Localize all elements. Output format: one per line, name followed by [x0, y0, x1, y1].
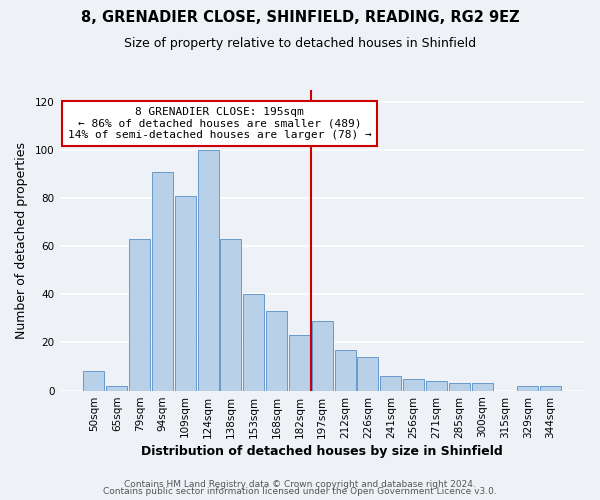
- Bar: [335, 350, 356, 391]
- Bar: [83, 372, 104, 390]
- X-axis label: Distribution of detached houses by size in Shinfield: Distribution of detached houses by size …: [142, 444, 503, 458]
- Text: 8 GRENADIER CLOSE: 195sqm
← 86% of detached houses are smaller (489)
14% of semi: 8 GRENADIER CLOSE: 195sqm ← 86% of detac…: [68, 107, 371, 140]
- Bar: [472, 384, 493, 390]
- Bar: [197, 150, 218, 390]
- Bar: [540, 386, 561, 390]
- Bar: [175, 196, 196, 390]
- Text: Contains HM Land Registry data © Crown copyright and database right 2024.: Contains HM Land Registry data © Crown c…: [124, 480, 476, 489]
- Bar: [449, 384, 470, 390]
- Bar: [129, 239, 150, 390]
- Bar: [312, 321, 333, 390]
- Text: 8, GRENADIER CLOSE, SHINFIELD, READING, RG2 9EZ: 8, GRENADIER CLOSE, SHINFIELD, READING, …: [80, 10, 520, 25]
- Bar: [220, 239, 241, 390]
- Bar: [358, 357, 379, 390]
- Bar: [152, 172, 173, 390]
- Bar: [517, 386, 538, 390]
- Bar: [243, 294, 264, 390]
- Text: Contains public sector information licensed under the Open Government Licence v3: Contains public sector information licen…: [103, 488, 497, 496]
- Text: Size of property relative to detached houses in Shinfield: Size of property relative to detached ho…: [124, 38, 476, 51]
- Bar: [380, 376, 401, 390]
- Bar: [289, 336, 310, 390]
- Bar: [106, 386, 127, 390]
- Bar: [426, 381, 447, 390]
- Bar: [266, 311, 287, 390]
- Y-axis label: Number of detached properties: Number of detached properties: [15, 142, 28, 339]
- Bar: [403, 378, 424, 390]
